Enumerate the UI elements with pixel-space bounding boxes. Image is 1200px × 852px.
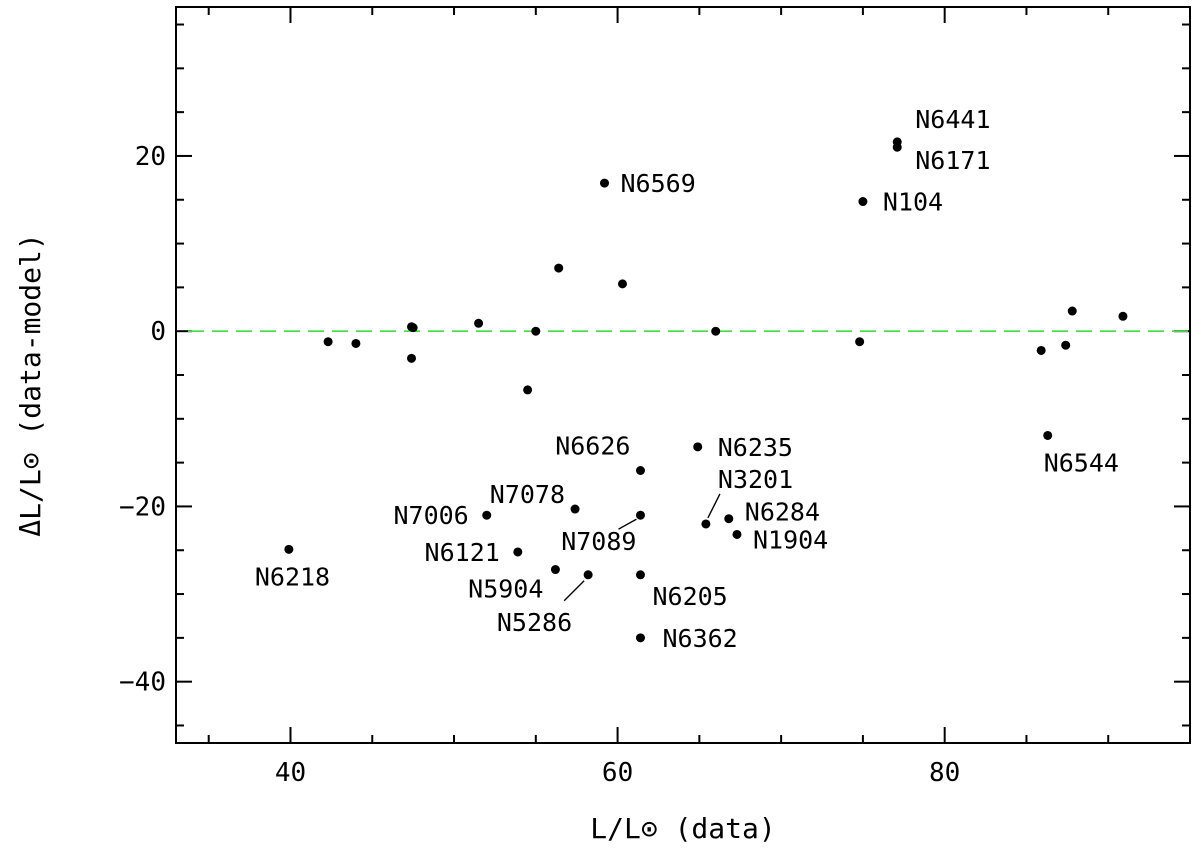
data-points	[284, 137, 1128, 643]
data-point	[617, 279, 627, 289]
point-label: N6284	[745, 498, 820, 527]
point-label: N6569	[620, 169, 695, 198]
data-point	[635, 466, 645, 476]
data-point	[724, 514, 734, 524]
x-tick-label: 40	[275, 758, 306, 788]
data-point	[554, 263, 564, 273]
data-point	[711, 326, 721, 336]
data-point	[732, 529, 742, 539]
data-point	[1061, 340, 1071, 350]
data-point	[474, 318, 484, 328]
point-label: N1904	[753, 525, 828, 554]
y-axis-title: ΔL/L⊙ (data-model)	[14, 233, 47, 536]
point-labels: N6218 N7006 N6121 N5904 N7078 N5286 N6569 N6626…	[255, 105, 1119, 653]
point-label: N6235	[718, 433, 793, 462]
data-point	[1036, 345, 1046, 355]
data-point	[570, 504, 580, 514]
leader-lines	[563, 493, 721, 602]
point-label: N6171	[915, 146, 990, 175]
x-tick-label: 60	[602, 758, 633, 788]
data-point	[523, 385, 533, 395]
y-tick-label: −20	[119, 492, 166, 522]
point-label: N104	[883, 188, 943, 217]
point-label: N6626	[555, 432, 630, 461]
data-point	[855, 337, 865, 347]
point-label: N6205	[652, 582, 727, 611]
point-label: N5286	[497, 608, 572, 637]
point-label: N6362	[662, 624, 737, 653]
data-point	[284, 544, 294, 554]
data-point	[531, 326, 541, 336]
x-tick-label: 80	[929, 758, 960, 788]
data-point	[635, 633, 645, 643]
data-point	[323, 337, 333, 347]
leader-line	[618, 518, 637, 530]
data-point	[408, 323, 418, 333]
leader-line	[707, 493, 721, 519]
data-point	[1118, 311, 1128, 321]
data-point	[892, 142, 902, 152]
data-point	[550, 565, 560, 575]
data-point	[635, 570, 645, 580]
y-tick-label: 20	[135, 142, 166, 172]
point-label: N6441	[915, 105, 990, 134]
data-point	[635, 510, 645, 520]
data-point	[351, 338, 361, 348]
y-tick-label: 0	[150, 317, 166, 347]
data-point	[583, 570, 593, 580]
data-point	[701, 519, 711, 529]
point-label: N6544	[1044, 448, 1119, 477]
data-point	[482, 510, 492, 520]
y-tick-label: −40	[119, 668, 166, 698]
data-point	[1043, 430, 1053, 440]
data-point	[407, 353, 417, 363]
data-point	[599, 178, 609, 188]
x-axis-title: L/L⊙ (data)	[590, 812, 775, 845]
data-point	[858, 197, 868, 207]
point-label: N7078	[490, 480, 565, 509]
point-label: N6121	[425, 538, 500, 567]
leader-line	[563, 580, 585, 602]
point-label: N7006	[393, 501, 468, 530]
point-label: N5904	[468, 575, 543, 604]
ticks: 40 60 80 −40 −20 0 20	[119, 7, 1191, 788]
data-point	[513, 547, 523, 557]
point-label: N6218	[255, 562, 330, 591]
point-label: N3201	[718, 465, 793, 494]
point-label: N7089	[561, 527, 636, 556]
data-point	[693, 442, 703, 452]
data-point	[1067, 306, 1077, 316]
